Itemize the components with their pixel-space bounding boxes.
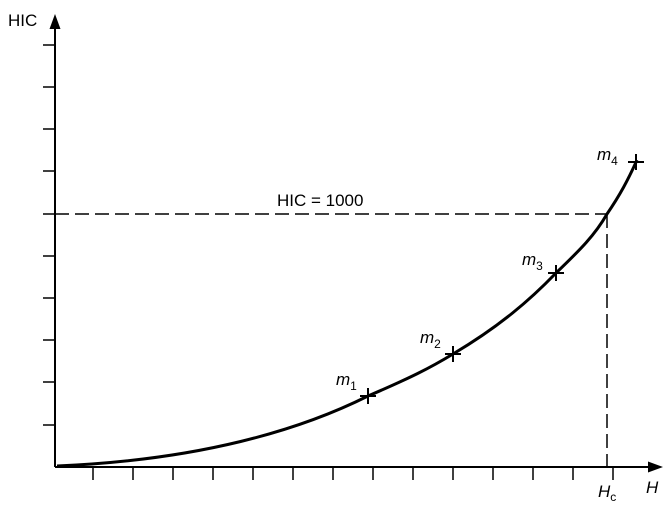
point-m3-label: m3: [522, 250, 543, 273]
point-m4-label: m4: [597, 145, 618, 168]
point-m1-label: m1: [336, 370, 357, 393]
point-m4-marker: [628, 154, 644, 170]
x-axis-label: H: [646, 478, 659, 497]
x-axis-arrow: [648, 461, 663, 473]
point-m2-marker: [445, 346, 461, 362]
point-m2-label: m2: [420, 328, 441, 351]
y-axis-label: HIC: [8, 11, 37, 30]
hc-label: Hc: [598, 482, 616, 504]
point-m1-marker: [360, 388, 376, 404]
point-crosses: [360, 154, 644, 404]
hic-curve: [56, 159, 639, 468]
point-m3-marker: [548, 265, 564, 281]
y-axis-arrow: [49, 14, 61, 29]
y-ticks: [43, 44, 55, 426]
threshold-label: HIC = 1000: [277, 191, 363, 210]
x-ticks: [92, 467, 614, 480]
